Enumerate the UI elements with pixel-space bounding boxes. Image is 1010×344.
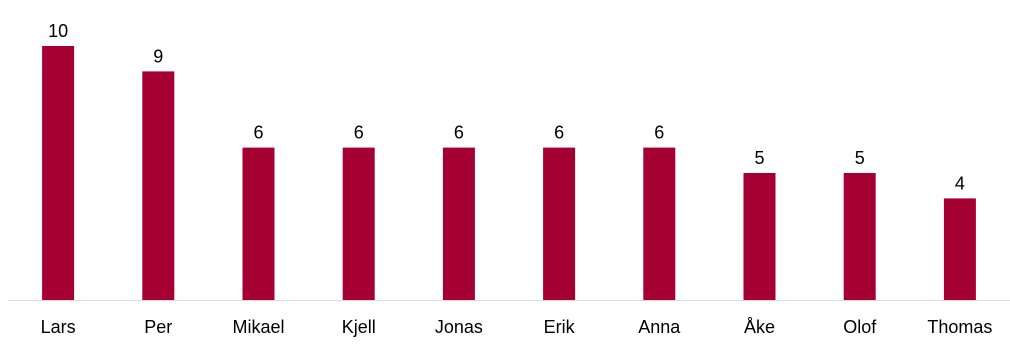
x-tick-label-0: Lars: [41, 317, 76, 337]
data-label-2: 6: [253, 123, 263, 143]
bar-1: [142, 71, 175, 301]
data-labels-layer: 10 9 6 6 6 6 6 5 5 4: [48, 21, 965, 193]
bar-0: [42, 46, 75, 300]
bar-8: [843, 173, 876, 300]
data-label-5: 6: [554, 123, 564, 143]
bar-5: [543, 147, 576, 300]
x-tick-label-4: Jonas: [435, 317, 483, 337]
bars-layer: [42, 46, 976, 301]
x-tick-label-1: Per: [144, 317, 172, 337]
data-label-4: 6: [454, 123, 464, 143]
bar-9: [943, 198, 976, 300]
x-tick-label-5: Erik: [544, 317, 576, 337]
data-label-1: 9: [153, 46, 163, 66]
data-label-6: 6: [654, 123, 664, 143]
data-label-0: 10: [48, 21, 68, 41]
x-tick-label-8: Olof: [843, 317, 877, 337]
data-label-3: 6: [354, 123, 364, 143]
bar-3: [342, 147, 375, 300]
bar-7: [743, 173, 776, 300]
x-tick-label-6: Anna: [638, 317, 681, 337]
x-tick-label-3: Kjell: [342, 317, 376, 337]
data-label-9: 4: [955, 173, 965, 193]
x-tick-label-2: Mikael: [232, 317, 284, 337]
bar-2: [242, 147, 275, 300]
x-tick-label-7: Åke: [744, 317, 775, 337]
bar-4: [442, 147, 475, 300]
x-axis-tick-labels: Lars Per Mikael Kjell Jonas Erik Anna Åke Olof Th…: [41, 317, 993, 337]
bar-6: [643, 147, 676, 300]
data-label-7: 5: [754, 148, 764, 168]
x-tick-label-9: Thomas: [927, 317, 992, 337]
data-label-8: 5: [855, 148, 865, 168]
